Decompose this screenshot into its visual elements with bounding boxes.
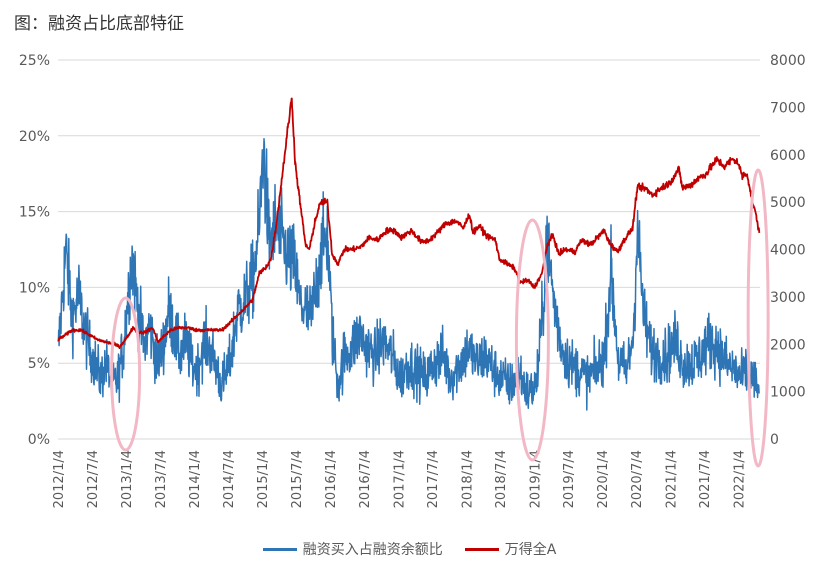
x-tick-label: 2012/7/4 (86, 450, 101, 508)
x-tick-label: 2017/7/4 (426, 450, 441, 508)
x-tick-label: 2017/1/4 (392, 450, 407, 508)
legend-label-wind-a: 万得全A (504, 542, 557, 558)
x-tick-label: 2015/7/4 (290, 450, 305, 508)
highlight-ellipses (110, 168, 770, 468)
x-tick-label: 2012/1/4 (52, 450, 67, 508)
series-line-margin-ratio (57, 138, 760, 411)
y-left-tick-label: 15% (19, 205, 50, 221)
x-tick-label: 2021/1/4 (664, 450, 679, 508)
x-axis: 2012/1/4 2012/7/4 2013/1/4 2013/7/4 2014/1/4… (52, 450, 747, 508)
y-left-tick-label: 25% (19, 53, 50, 69)
y-axis-right: 0 1000 2000 3000 4000 5000 6000 7000 8000 (770, 53, 806, 448)
y-right-tick-label: 1000 (770, 385, 806, 401)
y-left-tick-label: 20% (19, 129, 50, 145)
y-right-tick-label: 0 (770, 432, 779, 448)
chart-title: 图：融资占比底部特征 (14, 14, 184, 34)
x-tick-label: 2019/7/4 (562, 450, 577, 508)
highlight-ellipse (514, 218, 550, 462)
legend-item-margin-ratio: 融资买入占融资余额比 (262, 539, 443, 559)
x-tick-label: 2021/7/4 (698, 450, 713, 508)
x-tick-label: 2018/1/4 (460, 450, 475, 508)
legend-swatch-red (464, 547, 499, 551)
y-right-tick-label: 2000 (770, 337, 806, 353)
legend-label-margin-ratio: 融资买入占融资余额比 (302, 542, 443, 558)
x-tick-label: 2014/1/4 (188, 450, 203, 508)
x-tick-label: 2018/7/4 (494, 450, 509, 508)
x-tick-label: 2013/7/4 (154, 450, 169, 508)
y-right-tick-label: 6000 (770, 148, 806, 164)
series-group (57, 97, 761, 411)
legend-item-wind-a: 万得全A (464, 539, 557, 559)
x-tick-label: 2016/1/4 (324, 450, 339, 508)
y-axis-left: 0% 5% 10% 15% 20% 25% (19, 53, 50, 448)
x-tick-label: 2016/7/4 (358, 450, 373, 508)
y-right-tick-label: 5000 (770, 195, 806, 211)
x-tick-label: 2013/1/4 (120, 450, 135, 508)
y-right-tick-label: 3000 (770, 290, 806, 306)
x-tick-label: 2014/7/4 (222, 450, 237, 508)
x-tick-label: 2020/1/4 (596, 450, 611, 508)
x-tick-label: 2019/1/4 (528, 450, 543, 508)
x-tick-label: 2020/7/4 (630, 450, 645, 508)
y-right-tick-label: 7000 (770, 100, 806, 116)
legend: 融资买入占融资余额比 万得全A (0, 539, 819, 559)
y-right-tick-label: 4000 (770, 243, 806, 259)
series-line-wind-a (57, 97, 761, 350)
y-right-tick-label: 8000 (770, 53, 806, 69)
y-left-tick-label: 0% (28, 432, 50, 448)
x-tick-label: 2015/1/4 (256, 450, 271, 508)
x-tick-label: 2022/1/4 (732, 450, 747, 508)
highlight-ellipse (746, 168, 770, 468)
legend-swatch-blue (262, 547, 297, 551)
y-left-tick-label: 5% (28, 356, 50, 372)
highlight-ellipse (110, 296, 142, 452)
y-left-tick-label: 10% (19, 280, 50, 296)
